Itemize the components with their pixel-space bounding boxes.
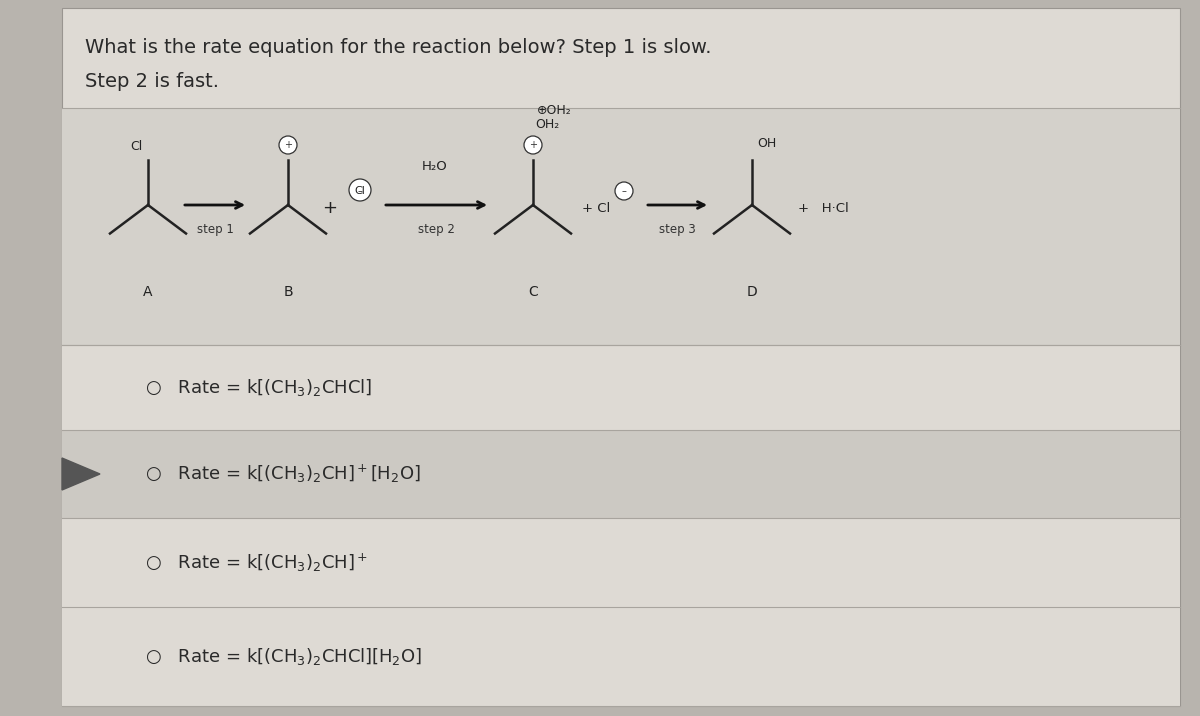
Text: D: D — [746, 285, 757, 299]
Text: ⊕OH₂: ⊕OH₂ — [538, 104, 571, 117]
Circle shape — [524, 136, 542, 154]
FancyBboxPatch shape — [62, 430, 1180, 518]
FancyBboxPatch shape — [62, 108, 1180, 345]
Text: +: + — [284, 140, 292, 150]
Text: OH: OH — [757, 137, 776, 150]
Text: step 1: step 1 — [197, 223, 234, 236]
Circle shape — [349, 179, 371, 201]
Text: $\bigcirc$   Rate = k[(CH$_3$)$_2$CH]$^+$: $\bigcirc$ Rate = k[(CH$_3$)$_2$CH]$^+$ — [145, 551, 368, 574]
Circle shape — [616, 182, 634, 200]
Text: Cl: Cl — [354, 186, 366, 196]
Text: step 2: step 2 — [418, 223, 455, 236]
FancyBboxPatch shape — [62, 8, 1180, 706]
Text: H₂O: H₂O — [422, 160, 448, 173]
Text: +   H·Cl: + H·Cl — [798, 201, 848, 215]
Text: Cl: Cl — [130, 140, 142, 153]
Text: +: + — [323, 199, 337, 217]
FancyBboxPatch shape — [62, 607, 1180, 706]
Text: –: – — [622, 186, 626, 196]
Text: –: – — [358, 186, 362, 196]
Text: OH₂: OH₂ — [535, 118, 559, 131]
Text: +: + — [529, 140, 538, 150]
Circle shape — [278, 136, 298, 154]
Text: B: B — [283, 285, 293, 299]
Text: $\bigcirc$   Rate = k[(CH$_3$)$_2$CH]$^+$[H$_2$O]: $\bigcirc$ Rate = k[(CH$_3$)$_2$CH]$^+$[… — [145, 463, 421, 485]
Text: C: C — [528, 285, 538, 299]
Text: A: A — [143, 285, 152, 299]
Polygon shape — [62, 458, 100, 490]
Text: step 3: step 3 — [659, 223, 696, 236]
Text: Step 2 is fast.: Step 2 is fast. — [85, 72, 220, 91]
Text: $\bigcirc$   Rate = k[(CH$_3$)$_2$CHCl][H$_2$O]: $\bigcirc$ Rate = k[(CH$_3$)$_2$CHCl][H$… — [145, 646, 422, 667]
Text: $\bigcirc$   Rate = k[(CH$_3$)$_2$CHCl]: $\bigcirc$ Rate = k[(CH$_3$)$_2$CHCl] — [145, 377, 372, 398]
Text: + Cl: + Cl — [582, 201, 611, 215]
FancyBboxPatch shape — [62, 518, 1180, 607]
Text: What is the rate equation for the reaction below? Step 1 is slow.: What is the rate equation for the reacti… — [85, 38, 712, 57]
FancyBboxPatch shape — [62, 345, 1180, 430]
